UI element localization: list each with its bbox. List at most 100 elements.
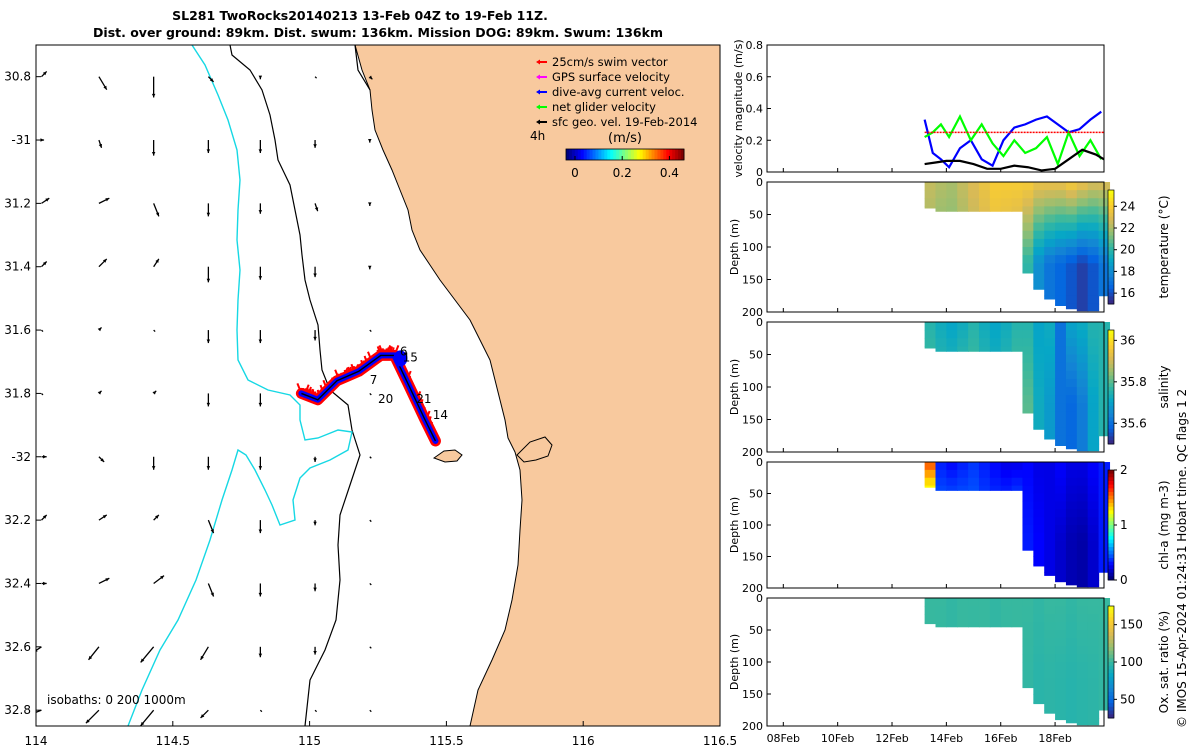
section-cell — [1033, 532, 1045, 542]
section-cell — [1065, 462, 1078, 471]
depth-tick-label: 0 — [756, 316, 763, 329]
colorbar-segment — [1108, 495, 1114, 500]
section-cell — [935, 469, 947, 479]
map-y-tick-label: 31.6 — [4, 323, 31, 337]
colorbar-segment — [1108, 539, 1114, 544]
colorbar-segment — [1108, 525, 1114, 530]
section-cell — [1044, 255, 1056, 264]
section-cell — [978, 598, 991, 607]
legend-item: dive-avg current veloc. — [536, 85, 685, 99]
section-cell — [1087, 271, 1100, 280]
colorbar-segment — [1108, 209, 1114, 214]
colorbar-segment — [1108, 473, 1114, 478]
section-cell — [1022, 230, 1034, 240]
rottnest-island — [432, 449, 463, 463]
section-cell — [1087, 263, 1100, 272]
geo-vector — [98, 139, 103, 149]
section-cell — [1065, 255, 1078, 264]
depth-tick-label: 100 — [742, 656, 763, 669]
section-cell — [1044, 411, 1056, 420]
colorbar-segment — [1108, 643, 1114, 648]
section-cell — [1076, 443, 1089, 452]
colorbar-segment — [1108, 201, 1114, 206]
section-cell — [1044, 354, 1056, 364]
section-cell — [968, 190, 980, 199]
colorbar-segment — [1108, 550, 1114, 555]
section-cell — [957, 485, 969, 491]
section-cell — [1033, 477, 1045, 487]
map-y-tick-label: 32.2 — [4, 513, 31, 527]
section-cell — [1055, 509, 1067, 518]
section-cell — [1087, 509, 1100, 518]
section-cell — [1044, 525, 1056, 534]
colorbar-segment — [1108, 428, 1114, 434]
map-y-tick-label: 31.8 — [4, 386, 31, 400]
section-cell — [989, 322, 1002, 331]
colorbar-segment — [1108, 695, 1114, 700]
geo-vector — [258, 520, 263, 534]
geo-vector — [369, 456, 372, 459]
section-cell — [946, 206, 958, 212]
depth-tick-label: 100 — [742, 519, 763, 532]
section-cell — [1022, 646, 1034, 655]
geo-vector — [369, 646, 372, 649]
section-cell — [1087, 580, 1100, 588]
section-cell — [1076, 222, 1089, 232]
colorbar-segment — [1108, 673, 1114, 678]
map-y-tick-label: 30.8 — [4, 70, 31, 84]
depth-axis-label: Depth (m) — [728, 497, 741, 553]
colorbar-segment — [1108, 273, 1114, 278]
section-cell — [1065, 295, 1078, 305]
section-cell — [989, 598, 1002, 607]
section-cell — [1087, 548, 1100, 557]
section-cell — [1011, 477, 1024, 487]
section-cell — [978, 606, 991, 615]
section-cell — [1044, 362, 1056, 372]
section-cell — [1033, 362, 1045, 372]
section-cell — [1033, 354, 1045, 364]
colorbar-segment — [1108, 224, 1114, 229]
section-cell — [1055, 678, 1067, 687]
section-cell — [1022, 493, 1034, 502]
section-cell — [1011, 338, 1024, 347]
colorbar-segment — [1108, 561, 1114, 566]
geo-vector — [258, 266, 263, 280]
section-cell — [957, 477, 969, 487]
section-cell — [1044, 190, 1056, 199]
section-cell — [1055, 548, 1067, 557]
section-cell — [1065, 614, 1078, 623]
colorbar-segment — [1108, 228, 1114, 233]
section-cell — [1065, 678, 1078, 687]
section-cell — [1044, 330, 1056, 339]
geo-vector — [153, 575, 165, 584]
section-cell — [957, 190, 969, 199]
section-cell — [1087, 678, 1100, 687]
section-cell — [1087, 614, 1100, 623]
geo-vector — [368, 139, 372, 143]
section-cell — [1076, 622, 1089, 631]
section-cell — [1065, 182, 1078, 191]
geo-vector — [40, 138, 45, 142]
section-cell — [1033, 427, 1045, 430]
section-cell — [1076, 630, 1089, 639]
section-cell — [1076, 462, 1089, 471]
section-cell — [1055, 710, 1067, 719]
land-mass — [354, 45, 720, 726]
section-cell — [1033, 702, 1045, 705]
colorbar-label: salinity — [1157, 365, 1171, 408]
section-cell — [1065, 247, 1078, 256]
section-cell — [1044, 678, 1056, 687]
section-cell — [1076, 670, 1089, 679]
section-cell — [1087, 403, 1100, 412]
section-cell — [946, 190, 958, 199]
section-cell — [1076, 517, 1089, 526]
section-cell — [1044, 387, 1056, 396]
section-cell — [1087, 630, 1100, 639]
section-cell — [1033, 411, 1045, 420]
section-cell — [1076, 525, 1089, 534]
section-cell — [1044, 338, 1056, 347]
section-cell — [1033, 271, 1045, 280]
section-cell — [935, 330, 947, 339]
